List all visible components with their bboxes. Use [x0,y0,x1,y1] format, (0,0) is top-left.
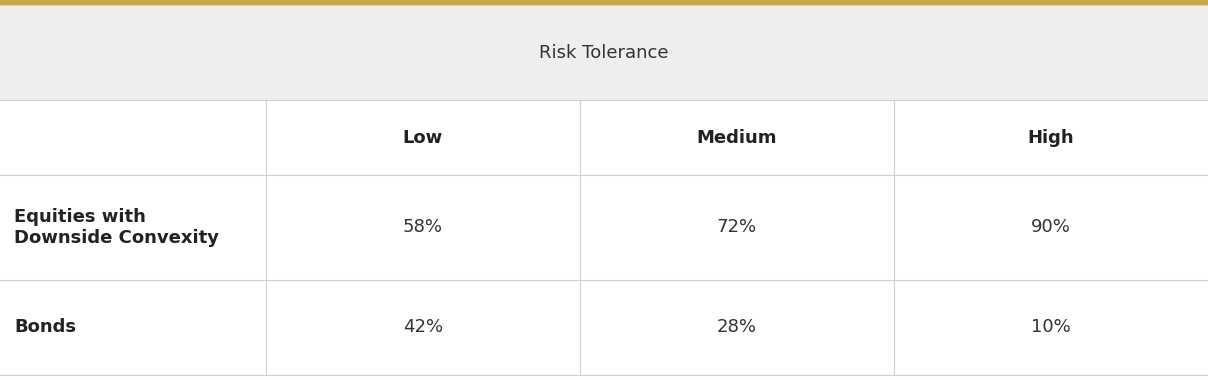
Text: 28%: 28% [716,318,757,337]
Text: Equities with
Downside Convexity: Equities with Downside Convexity [14,208,220,247]
Text: Medium: Medium [697,128,777,147]
Text: Bonds: Bonds [14,318,76,337]
Text: Low: Low [402,128,443,147]
Text: 90%: 90% [1030,218,1071,236]
Text: 42%: 42% [402,318,443,337]
Text: High: High [1028,128,1074,147]
Text: Risk Tolerance: Risk Tolerance [539,43,669,62]
Text: 10%: 10% [1032,318,1070,337]
Text: 72%: 72% [716,218,757,236]
Text: 58%: 58% [402,218,443,236]
